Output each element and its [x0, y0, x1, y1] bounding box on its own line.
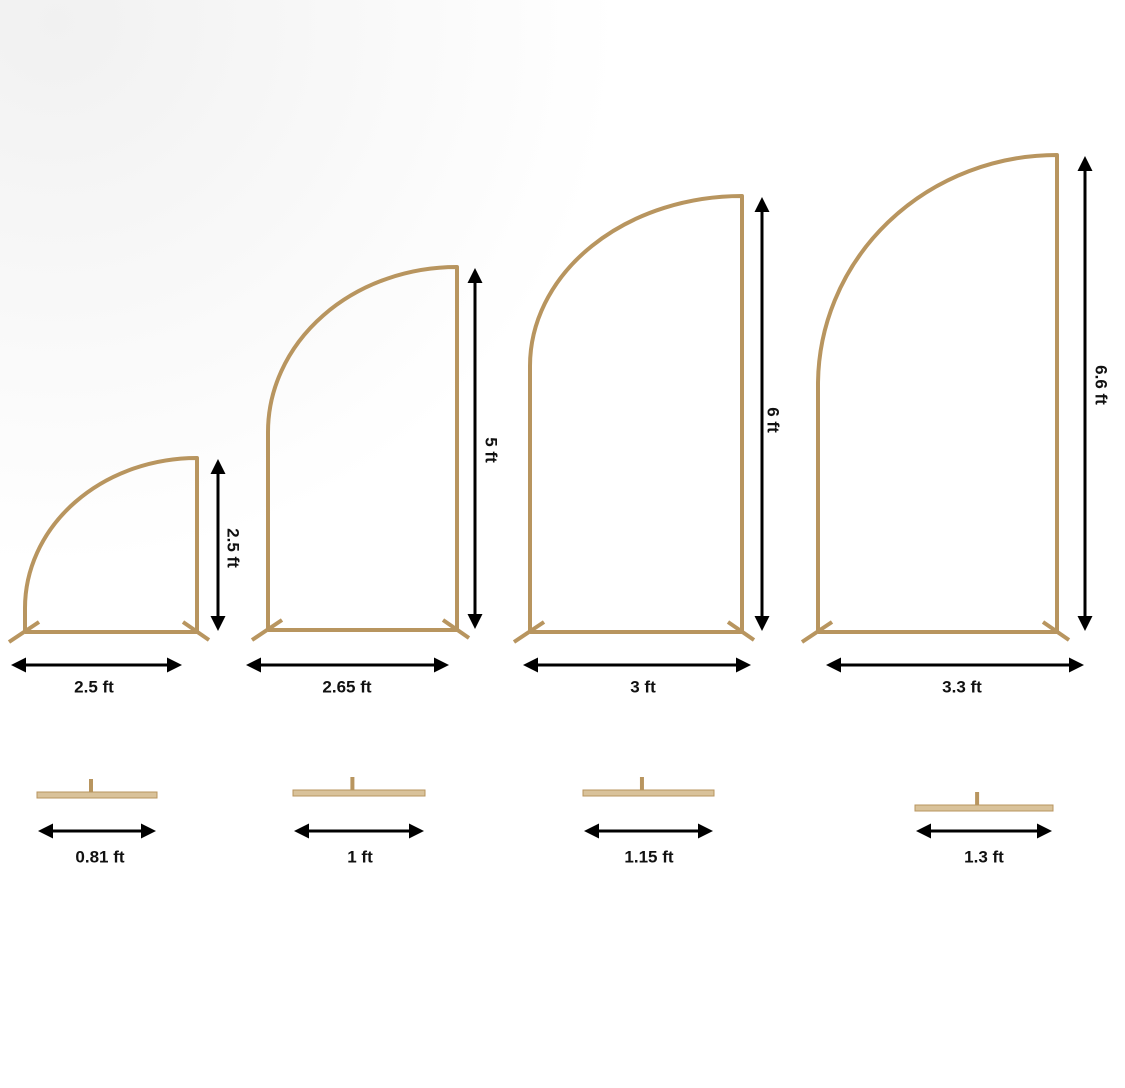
- base-label: 1.15 ft: [624, 847, 673, 866]
- foot: [181, 620, 211, 642]
- foot: [800, 620, 834, 644]
- arch-frame: [528, 194, 744, 632]
- foot: [7, 620, 41, 644]
- arch-frame: [23, 456, 199, 632]
- height-label: 6 ft: [764, 407, 783, 433]
- base-label: 1.3 ft: [964, 847, 1004, 866]
- foot: [512, 620, 546, 644]
- width-label: 3 ft: [630, 677, 656, 696]
- height-label: 6.6 ft: [1092, 365, 1111, 405]
- height-label: 5 ft: [482, 437, 501, 463]
- base-label: 1 ft: [347, 847, 373, 866]
- arch-frame: [816, 153, 1059, 632]
- arch-frame: [266, 265, 459, 630]
- base-plate: [914, 804, 1054, 812]
- width-label: 2.65 ft: [322, 677, 371, 696]
- height-label: 2.5 ft: [224, 528, 243, 568]
- base-plate: [292, 789, 426, 797]
- width-label: 2.5 ft: [74, 677, 114, 696]
- foot: [441, 618, 471, 640]
- base-label: 0.81 ft: [75, 847, 124, 866]
- width-label: 3.3 ft: [942, 677, 982, 696]
- base-plate: [582, 789, 715, 797]
- foot: [250, 618, 284, 642]
- base-plate: [36, 791, 158, 799]
- foot: [726, 620, 756, 642]
- foot: [1041, 620, 1071, 642]
